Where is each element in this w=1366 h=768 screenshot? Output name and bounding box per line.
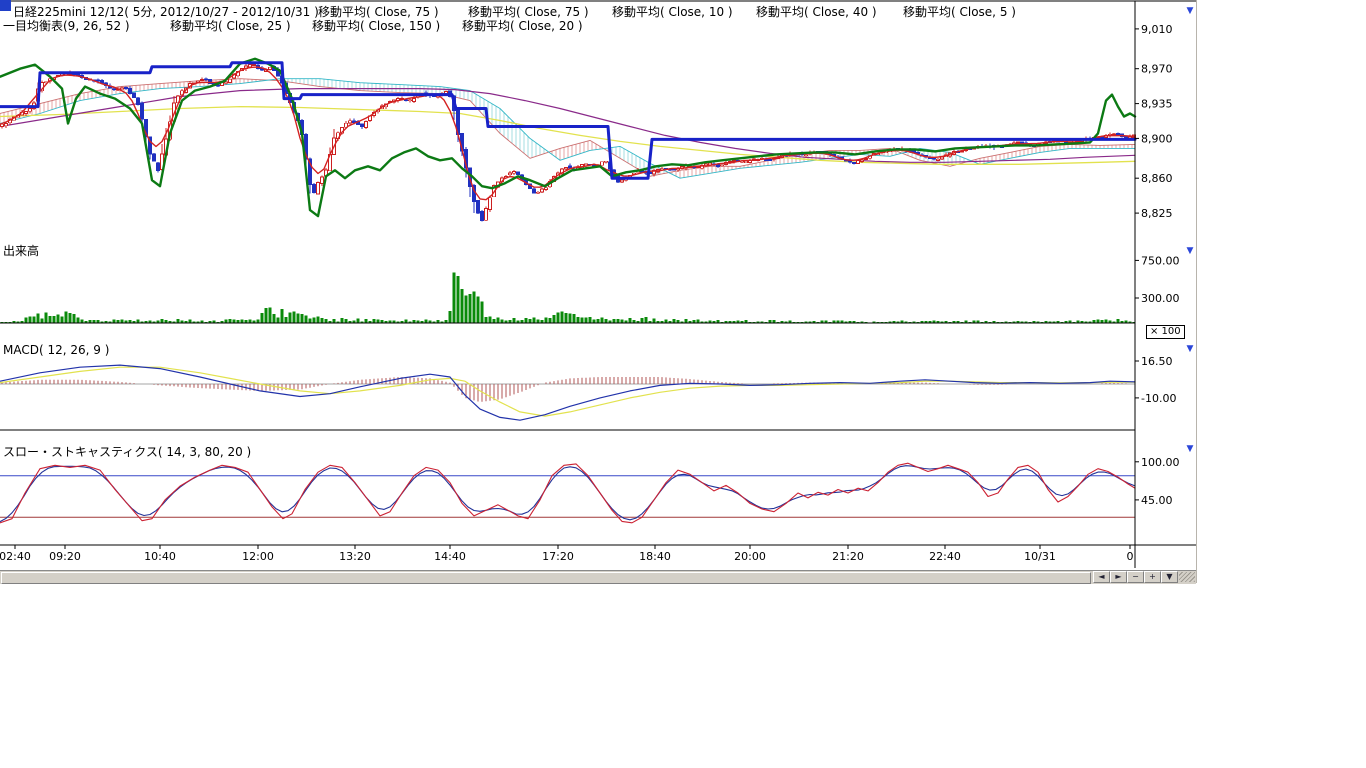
scrollbar-button-2[interactable]: − [1127,571,1144,583]
volume-multiplier-badge: × 100 [1146,325,1185,339]
chart-canvas[interactable]: 9,010 8,970 8,935 8,900 8,860 8,825 750.00 300.… [0,0,1196,583]
indicator-label-ma75-b[interactable]: 移動平均( Close, 75 ) [468,6,589,19]
indicator-label-ma40[interactable]: 移動平均( Close, 40 ) [756,6,877,19]
price-main-lines [0,59,1135,216]
y-tick-label: 8,825 [1141,207,1173,220]
x-tick-label: 0 [1127,550,1134,563]
x-tick-label: 21:20 [832,550,864,563]
y-tick-label: 16.50 [1141,355,1173,368]
x-tick-label: 12:00 [242,550,274,563]
stochastics-pane [0,463,1135,523]
pane-dividers [0,1,1196,568]
y-tick-label: 45.00 [1141,494,1173,507]
indicator-label-ma5[interactable]: 移動平均( Close, 5 ) [903,6,1016,19]
scrollbar-button-4[interactable]: ▼ [1161,571,1178,583]
indicator-label-ma10[interactable]: 移動平均( Close, 10 ) [612,6,733,19]
y-tick-label: -10.00 [1141,392,1176,405]
y-tick-label: 750.00 [1141,254,1180,267]
x-tick-label: 10/31 [1024,550,1056,563]
indicator-label-ichimoku[interactable]: 一目均衡表(9, 26, 52 ) [3,20,130,33]
macd-pane-label[interactable]: MACD( 12, 26, 9 ) [3,343,109,357]
window-icon[interactable] [0,0,11,11]
stochastics-pane-label[interactable]: スロー・ストキャスティクス( 14, 3, 80, 20 ) [3,443,251,460]
y-tick-label: 300.00 [1141,292,1180,305]
macd-pane-menu-arrow-icon[interactable]: ▼ [1184,344,1196,355]
y-tick-label: 8,860 [1141,172,1173,185]
scrollbar-button-0[interactable]: ◄ [1093,571,1110,583]
scrollbar-button-1[interactable]: ► [1110,571,1127,583]
y-tick-label: 8,900 [1141,132,1173,145]
instrument-title: 日経225mini 12/12( 5分, 2012/10/27 - 2012/1… [13,6,319,19]
x-tick-label: 20:00 [734,550,766,563]
scrollbar-resize-grip[interactable] [1179,572,1195,582]
y-tick-label: 8,970 [1141,63,1173,76]
x-tick-label: 18:40 [639,550,671,563]
x-tick-label: 09:20 [49,550,81,563]
x-tick-label: 13:20 [339,550,371,563]
x-tick-label: 14:40 [434,550,466,563]
screen: 9,010 8,970 8,935 8,900 8,860 8,825 750.00 300.… [0,0,1366,768]
price-pane-menu-arrow-icon[interactable]: ▼ [1184,6,1196,17]
indicator-label-ma20[interactable]: 移動平均( Close, 20 ) [462,20,583,33]
horizontal-scrollbar[interactable]: ◄►−+▼ [0,570,1196,584]
candlesticks [1,63,1136,222]
scrollbar-button-3[interactable]: + [1144,571,1161,583]
y-tick-label: 9,010 [1141,23,1173,36]
stoch-pane-menu-arrow-icon[interactable]: ▼ [1184,444,1196,455]
indicator-label-ma75-a[interactable]: 移動平均( Close, 75 ) [318,6,439,19]
x-tick-label: 17:20 [542,550,574,563]
macd-pane [0,365,1135,420]
y-tick-label: 8,935 [1141,98,1173,111]
indicator-label-ma150[interactable]: 移動平均( Close, 150 ) [312,20,440,33]
volume-pane-menu-arrow-icon[interactable]: ▼ [1184,246,1196,257]
scrollbar-thumb[interactable] [1,572,1091,584]
volume-pane-label[interactable]: 出来高 [3,242,39,259]
x-tick-label: 02:40 [0,550,31,563]
chart-window: 9,010 8,970 8,935 8,900 8,860 8,825 750.00 300.… [0,0,1197,583]
window-right-edge [1196,0,1197,583]
x-tick-label: 10:40 [144,550,176,563]
axis-labels: 9,010 8,970 8,935 8,900 8,860 8,825 750.00 300.… [0,23,1180,563]
x-tick-label: 22:40 [929,550,961,563]
volume-bars [1,273,1136,324]
y-tick-label: 100.00 [1141,456,1180,469]
indicator-label-ma25[interactable]: 移動平均( Close, 25 ) [170,20,291,33]
